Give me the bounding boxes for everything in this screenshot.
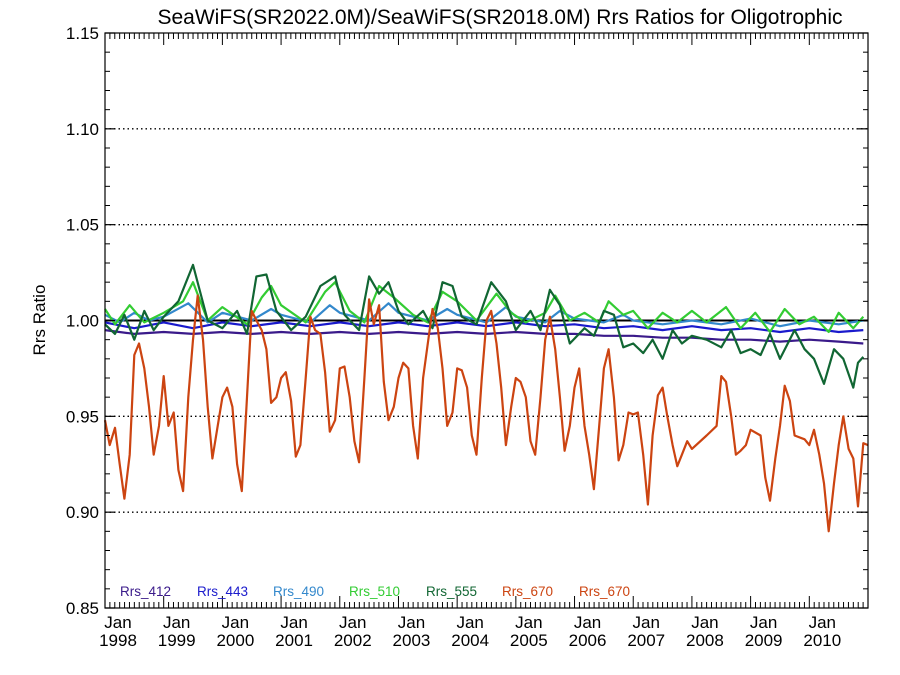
chart-title: SeaWiFS(SR2022.0M)/SeaWiFS(SR2018.0M) Rr…: [157, 6, 842, 29]
x-tick-label-month: Jan: [163, 613, 190, 632]
x-tick-label-year: 2000: [216, 631, 254, 650]
x-tick-label-year: 2004: [451, 631, 489, 650]
legend-entry-3: Rrs_490: [273, 584, 324, 599]
x-tick-label-year: 1999: [158, 631, 196, 650]
x-tick-label-month: Jan: [809, 613, 836, 632]
x-tick-label-year: 2009: [745, 631, 783, 650]
y-tick-label: 1.15: [66, 24, 99, 43]
legend-entry-7: Rrs_670: [579, 584, 630, 599]
x-tick-label-month: Jan: [222, 613, 249, 632]
legend: Rrs_412 Rrs_443 Rrs_490 Rrs_510 Rrs_555 Rrs_6…: [120, 584, 630, 599]
x-tick-label-year: 2010: [803, 631, 841, 650]
legend-entry-1: Rrs_412: [120, 584, 171, 599]
x-tick-label-month: Jan: [104, 613, 131, 632]
x-tick-label-month: Jan: [515, 613, 542, 632]
y-axis: 0.85 0.90 0.95 1.00 1.05 1.10 1.15: [66, 24, 868, 618]
legend-entry-4: Rrs_510: [349, 584, 400, 599]
x-tick-label-month: Jan: [691, 613, 718, 632]
series-line-rrs-670: [103, 294, 869, 533]
x-tick-label-year: 2007: [627, 631, 665, 650]
x-axis: Jan1998Jan1999Jan2000Jan2001Jan2002Jan20…: [99, 33, 869, 650]
series-line-rrs-510: [104, 281, 865, 334]
x-tick-label-month: Jan: [750, 613, 777, 632]
legend-entry-2: Rrs_443: [197, 584, 248, 599]
x-tick-label-year: 2006: [569, 631, 607, 650]
legend-entry-5: Rrs_555: [426, 584, 477, 599]
y-tick-label: 0.85: [66, 599, 99, 618]
x-tick-label-month: Jan: [280, 613, 307, 632]
x-tick-label-year: 2001: [275, 631, 313, 650]
series-line-rrs-555: [104, 263, 865, 389]
y-tick-label: 1.00: [66, 312, 99, 331]
legend-entry-6: Rrs_670: [502, 584, 553, 599]
x-tick-label-month: Jan: [574, 613, 601, 632]
x-tick-label-year: 2002: [334, 631, 372, 650]
y-axis-label: Rrs Ratio: [30, 285, 49, 356]
y-tick-label: 0.95: [66, 407, 99, 426]
x-tick-label-month: Jan: [398, 613, 425, 632]
y-tick-label: 1.05: [66, 216, 99, 235]
series-lines: [103, 263, 869, 533]
y-tick-label: 1.10: [66, 120, 99, 139]
x-tick-label-year: 2005: [510, 631, 548, 650]
x-tick-label-year: 2003: [393, 631, 431, 650]
x-tick-label-month: Jan: [339, 613, 366, 632]
x-tick-label-month: Jan: [633, 613, 660, 632]
y-tick-label: 0.90: [66, 503, 99, 522]
x-tick-label-month: Jan: [456, 613, 483, 632]
x-tick-label-year: 2008: [686, 631, 724, 650]
series-line-rrs-490: [104, 302, 864, 328]
x-tick-label-year: 1998: [99, 631, 137, 650]
